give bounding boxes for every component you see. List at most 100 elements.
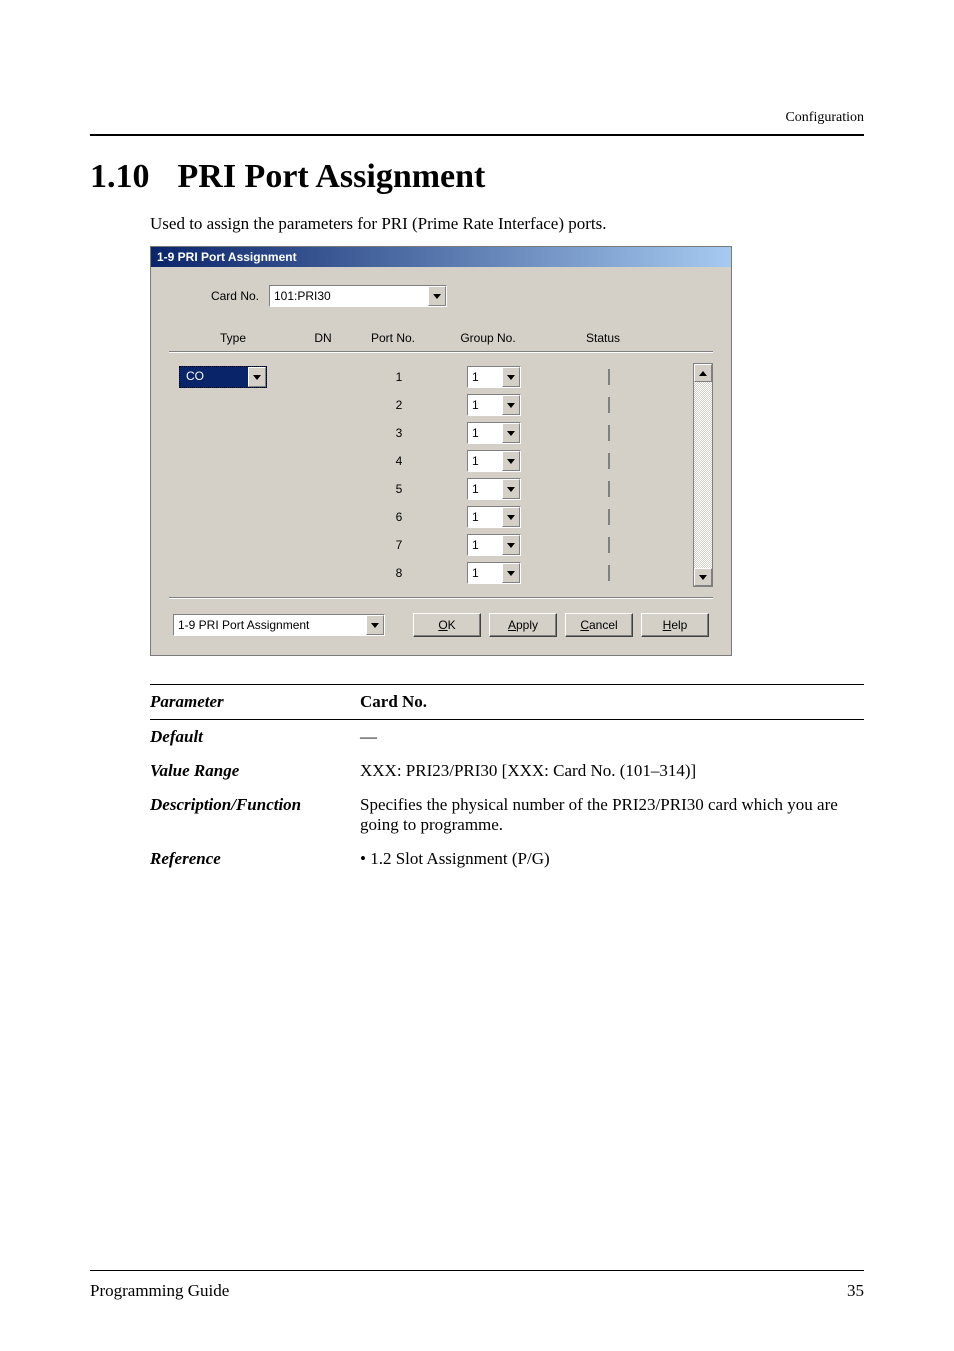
group-no-select[interactable] bbox=[467, 478, 521, 500]
port-row: 2 bbox=[169, 391, 689, 419]
group-no-value[interactable] bbox=[468, 423, 502, 443]
group-no-value[interactable] bbox=[468, 367, 502, 387]
status-cell bbox=[608, 453, 610, 469]
group-no-value[interactable] bbox=[468, 479, 502, 499]
section-heading-text: PRI Port Assignment bbox=[178, 158, 486, 196]
intro-text: Used to assign the parameters for PRI (P… bbox=[150, 214, 864, 234]
param-header-key: Parameter bbox=[150, 692, 360, 712]
port-no-cell: 5 bbox=[359, 482, 439, 496]
group-no-select[interactable] bbox=[467, 450, 521, 472]
section-title: 1.10 PRI Port Assignment bbox=[90, 158, 864, 196]
scroll-track[interactable] bbox=[694, 382, 712, 568]
param-row: Default— bbox=[150, 720, 864, 754]
port-row: 5 bbox=[169, 475, 689, 503]
group-no-select[interactable] bbox=[467, 394, 521, 416]
ok-button[interactable]: OK bbox=[413, 613, 481, 637]
scroll-down-icon[interactable] bbox=[694, 568, 712, 586]
port-no-cell: 7 bbox=[359, 538, 439, 552]
param-key: Value Range bbox=[150, 761, 360, 781]
port-row: 3 bbox=[169, 419, 689, 447]
col-type-header: Type bbox=[173, 331, 293, 345]
status-cell bbox=[608, 565, 610, 581]
type-selected-value: CO bbox=[180, 367, 248, 387]
status-cell bbox=[608, 397, 610, 413]
param-header-val: Card No. bbox=[360, 692, 864, 712]
port-no-cell: 4 bbox=[359, 454, 439, 468]
param-row: Value RangeXXX: PRI23/PRI30 [XXX: Card N… bbox=[150, 754, 864, 788]
port-no-cell: 1 bbox=[359, 370, 439, 384]
header-divider bbox=[169, 351, 713, 353]
chevron-down-icon[interactable] bbox=[248, 367, 266, 387]
type-select[interactable]: CO bbox=[179, 366, 267, 388]
param-value: Specifies the physical number of the PRI… bbox=[360, 795, 864, 835]
group-no-select[interactable] bbox=[467, 562, 521, 584]
cancel-button[interactable]: Cancel bbox=[565, 613, 633, 637]
group-no-select[interactable] bbox=[467, 366, 521, 388]
status-cell bbox=[608, 537, 610, 553]
vertical-scrollbar[interactable] bbox=[693, 363, 713, 587]
group-no-value[interactable] bbox=[468, 395, 502, 415]
status-cell bbox=[608, 425, 610, 441]
chevron-down-icon[interactable] bbox=[502, 535, 520, 555]
screen-nav-value[interactable] bbox=[174, 615, 366, 635]
group-no-value[interactable] bbox=[468, 563, 502, 583]
param-key: Reference bbox=[150, 849, 360, 869]
port-row: CO 1 bbox=[169, 363, 689, 391]
col-group-header: Group No. bbox=[433, 331, 543, 345]
status-cell bbox=[608, 509, 610, 525]
param-key: Default bbox=[150, 727, 360, 747]
group-no-select[interactable] bbox=[467, 506, 521, 528]
param-value: — bbox=[360, 727, 864, 747]
col-dn-header: DN bbox=[293, 331, 353, 345]
port-no-cell: 8 bbox=[359, 566, 439, 580]
chevron-down-icon[interactable] bbox=[502, 451, 520, 471]
column-headers: Type DN Port No. Group No. Status bbox=[169, 331, 713, 345]
footer-left: Programming Guide bbox=[90, 1281, 229, 1301]
footer-rule bbox=[90, 1270, 864, 1271]
port-no-cell: 2 bbox=[359, 398, 439, 412]
help-button[interactable]: Help bbox=[641, 613, 709, 637]
port-row: 4 bbox=[169, 447, 689, 475]
card-no-select[interactable] bbox=[269, 285, 447, 307]
col-port-header: Port No. bbox=[353, 331, 433, 345]
port-row: 8 bbox=[169, 559, 689, 587]
running-head: Configuration bbox=[90, 110, 864, 126]
port-no-cell: 3 bbox=[359, 426, 439, 440]
top-rule bbox=[90, 134, 864, 136]
port-row: 7 bbox=[169, 531, 689, 559]
chevron-down-icon[interactable] bbox=[502, 367, 520, 387]
apply-button[interactable]: Apply bbox=[489, 613, 557, 637]
card-no-label: Card No. bbox=[169, 289, 269, 303]
group-no-select[interactable] bbox=[467, 534, 521, 556]
status-cell bbox=[608, 369, 610, 385]
param-row: Description/FunctionSpecifies the physic… bbox=[150, 788, 864, 842]
screen-nav-select[interactable] bbox=[173, 614, 385, 636]
group-no-value[interactable] bbox=[468, 507, 502, 527]
status-cell bbox=[608, 481, 610, 497]
port-row: 6 bbox=[169, 503, 689, 531]
group-no-value[interactable] bbox=[468, 451, 502, 471]
param-value: • 1.2 Slot Assignment (P/G) bbox=[360, 849, 864, 869]
section-number: 1.10 bbox=[90, 158, 150, 196]
chevron-down-icon[interactable] bbox=[502, 395, 520, 415]
footer-page-number: 35 bbox=[847, 1281, 864, 1301]
chevron-down-icon[interactable] bbox=[502, 423, 520, 443]
card-no-row: Card No. bbox=[169, 285, 713, 307]
param-key: Description/Function bbox=[150, 795, 360, 835]
port-no-cell: 6 bbox=[359, 510, 439, 524]
chevron-down-icon[interactable] bbox=[502, 507, 520, 527]
window-titlebar: 1-9 PRI Port Assignment bbox=[151, 247, 731, 267]
param-value: XXX: PRI23/PRI30 [XXX: Card No. (101–314… bbox=[360, 761, 864, 781]
card-no-value[interactable] bbox=[270, 286, 428, 306]
parameter-table: Parameter Card No. Default—Value RangeXX… bbox=[150, 684, 864, 876]
chevron-down-icon[interactable] bbox=[502, 563, 520, 583]
group-no-select[interactable] bbox=[467, 422, 521, 444]
col-status-header: Status bbox=[543, 331, 663, 345]
scroll-up-icon[interactable] bbox=[694, 364, 712, 382]
group-no-value[interactable] bbox=[468, 535, 502, 555]
pri-port-window: 1-9 PRI Port Assignment Card No. Type DN… bbox=[150, 246, 732, 656]
chevron-down-icon[interactable] bbox=[366, 615, 384, 635]
param-row: Reference• 1.2 Slot Assignment (P/G) bbox=[150, 842, 864, 876]
chevron-down-icon[interactable] bbox=[428, 286, 446, 306]
chevron-down-icon[interactable] bbox=[502, 479, 520, 499]
